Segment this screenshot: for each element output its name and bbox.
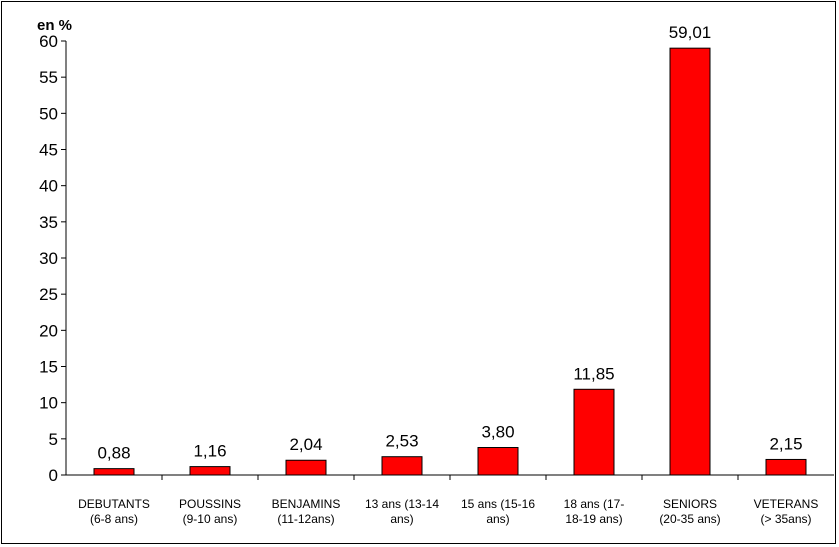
y-tick-label: 30 (39, 249, 58, 268)
y-tick-label: 25 (39, 285, 58, 304)
x-category-label: 18 ans (17- (564, 497, 625, 511)
x-category-label: 15 ans (15-16 (461, 497, 535, 511)
bar (93, 468, 135, 476)
x-category-label: BENJAMINS (272, 497, 341, 511)
x-category-label: ans) (390, 512, 413, 526)
bar (477, 447, 519, 476)
bar (765, 458, 807, 476)
x-category-label: (20-35 ans) (659, 512, 720, 526)
y-tick-label: 0 (49, 466, 58, 485)
y-tick-label: 35 (39, 213, 58, 232)
bar (573, 388, 615, 476)
y-tick-label: 55 (39, 68, 58, 87)
data-label: 2,15 (769, 434, 802, 453)
data-label: 59,01 (669, 23, 712, 42)
y-tick-label: 15 (39, 358, 58, 377)
bar (285, 459, 327, 476)
x-category-label: 18-19 ans) (565, 512, 622, 526)
data-label: 2,04 (289, 435, 322, 454)
y-tick-label: 45 (39, 141, 58, 160)
bar (669, 47, 711, 476)
y-tick-label: 5 (49, 430, 58, 449)
x-category-label: DEBUTANTS (78, 497, 150, 511)
x-category-label: VETERANS (754, 497, 819, 511)
bar (381, 456, 423, 476)
x-category-label: POUSSINS (179, 497, 241, 511)
x-category-label: (> 35ans) (760, 512, 811, 526)
bar (189, 466, 231, 476)
bars: 0,88 1,16 2,04 2,53 3,80 11,85 59,01 2,15 (93, 23, 807, 476)
x-category-label: (11-12ans) (277, 512, 334, 526)
x-axis: DEBUTANTS(6-8 ans) POUSSINS(9-10 ans) BENJ… (66, 474, 834, 526)
data-label: 2,53 (385, 432, 418, 451)
y-axis: 0 5 10 15 20 25 30 35 40 45 50 55 60 (39, 32, 67, 485)
y-tick-label: 50 (39, 104, 58, 123)
x-category-label: (6-8 ans) (90, 512, 138, 526)
y-tick-label: 10 (39, 394, 58, 413)
data-label: 3,80 (481, 423, 514, 442)
x-category-label: 13 ans (13-14 (365, 497, 439, 511)
x-category-label: SENIORS (663, 497, 717, 511)
data-label: 1,16 (193, 442, 226, 461)
data-label: 11,85 (573, 364, 614, 383)
y-tick-label: 20 (39, 321, 58, 340)
y-tick-label: 40 (39, 177, 58, 196)
x-category-label: ans) (486, 512, 509, 526)
y-tick-label: 60 (39, 32, 58, 51)
y-unit-label: en % (37, 17, 72, 34)
data-label: 0,88 (97, 444, 130, 463)
x-category-label: (9-10 ans) (183, 512, 238, 526)
